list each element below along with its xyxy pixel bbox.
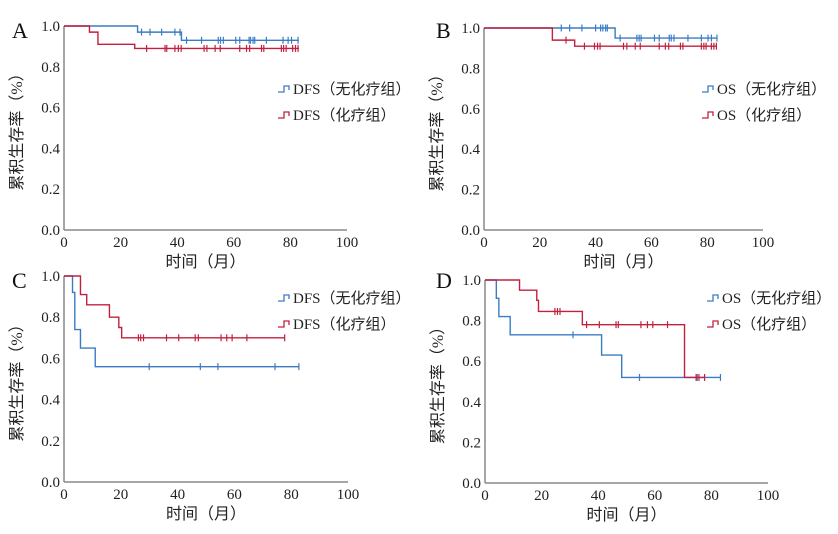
series-chemo <box>64 25 299 52</box>
x-tick-label: 40 <box>588 235 603 251</box>
legend-label: DFS（化疗组） <box>293 107 396 124</box>
legend-label: DFS（无化疗组） <box>293 290 411 307</box>
y-tick-label: 0.4 <box>461 142 480 158</box>
x-tick-label: 80 <box>284 487 299 503</box>
survival-curve <box>484 27 717 47</box>
series-chemo <box>484 27 718 50</box>
y-tick-label: 0.6 <box>461 102 480 118</box>
x-tick-label: 100 <box>336 235 359 251</box>
series-no-chemo <box>64 275 300 371</box>
panel-letter: C <box>12 268 27 293</box>
survival-curve <box>64 275 299 368</box>
x-tick-label: 0 <box>481 488 489 504</box>
x-tick-label: 100 <box>752 235 775 251</box>
y-tick-label: 0.0 <box>462 476 481 492</box>
legend-label: DFS（化疗组） <box>293 316 396 333</box>
legend-swatch-icon <box>707 320 719 328</box>
x-tick-label: 20 <box>532 235 547 251</box>
panel-letter: D <box>436 268 452 293</box>
x-axis-title: 时间（月） <box>586 506 666 524</box>
x-tick-label: 0 <box>60 235 68 251</box>
y-tick-label: 0.8 <box>461 61 480 77</box>
x-tick-label: 40 <box>170 487 185 503</box>
y-axis-title: 累积生存率（%） <box>8 316 26 441</box>
y-tick-label: 0.2 <box>461 183 480 199</box>
series-chemo <box>485 279 706 381</box>
survival-curve <box>64 275 285 339</box>
y-tick-label: 0.6 <box>462 354 481 370</box>
y-tick-label: 0.6 <box>41 101 60 117</box>
y-axis-title: 累积生存率（%） <box>429 319 447 444</box>
legend-swatch-icon <box>278 85 290 93</box>
legend-label: OS（化疗组） <box>722 316 816 333</box>
x-tick-label: 20 <box>534 488 549 504</box>
legend-label: OS（无化疗组） <box>717 81 826 98</box>
y-axis-title: 累积生存率（%） <box>428 66 446 191</box>
x-tick-label: 100 <box>337 487 360 503</box>
panel-b: B 0.0 0.2 0.4 0.6 0.8 1.0 0 20 40 60 80 100 时间（月） 累积生存… <box>428 18 826 271</box>
y-tick-label: 0.4 <box>41 141 60 157</box>
panel-letter: A <box>12 18 28 43</box>
y-tick-label: 1.0 <box>41 19 60 35</box>
legend-swatch-icon <box>702 111 714 119</box>
panel-letter: B <box>436 18 451 43</box>
x-tick-label: 60 <box>226 235 241 251</box>
x-tick-label: 60 <box>227 487 242 503</box>
x-tick-label: 60 <box>644 235 659 251</box>
panel-c: C 0.0 0.2 0.4 0.6 0.8 1.0 0 20 40 60 80 100 时间（月） 累积生存… <box>8 268 411 523</box>
legend-swatch-icon <box>707 294 719 302</box>
y-tick-label: 0.0 <box>461 223 480 239</box>
x-tick-label: 60 <box>647 488 662 504</box>
y-tick-label: 0.4 <box>462 395 481 411</box>
legend-label: DFS（无化疗组） <box>293 81 411 98</box>
legend-label: OS（化疗组） <box>717 107 811 124</box>
series-no-chemo <box>64 25 299 44</box>
survival-curve <box>64 25 299 50</box>
panel-a: A 0.0 0.2 0.4 0.6 0.8 1.0 0 20 40 60 80 100 时间（月） 累积生存… <box>8 18 411 271</box>
x-tick-label: 80 <box>283 235 298 251</box>
series-no-chemo <box>484 24 718 42</box>
x-axis-title: 时间（月） <box>166 505 246 523</box>
panel-d: D 0.0 0.2 0.4 0.6 0.8 1.0 0 20 40 60 80 100 时间（月） 累积生存… <box>429 268 831 524</box>
survival-curve <box>64 25 299 41</box>
legend-swatch-icon <box>278 320 290 328</box>
x-tick-label: 0 <box>480 235 488 251</box>
y-tick-label: 0.2 <box>462 435 481 451</box>
x-axis-title: 时间（月） <box>583 253 663 271</box>
y-tick-label: 0.8 <box>41 60 60 76</box>
x-axis-title: 时间（月） <box>165 253 245 271</box>
y-tick-label: 1.0 <box>41 269 60 285</box>
y-tick-label: 0.8 <box>462 314 481 330</box>
legend-label: OS（无化疗组） <box>722 290 831 307</box>
x-tick-label: 0 <box>60 487 68 503</box>
y-tick-label: 0.8 <box>41 310 60 326</box>
series-chemo <box>64 275 286 342</box>
y-tick-label: 0.6 <box>41 351 60 367</box>
survival-curve <box>485 279 705 379</box>
x-tick-label: 20 <box>113 487 128 503</box>
legend-swatch-icon <box>278 294 290 302</box>
y-tick-label: 0.2 <box>41 434 60 450</box>
y-tick-label: 0.0 <box>41 223 60 239</box>
series-no-chemo <box>485 279 722 381</box>
y-tick-label: 0.2 <box>41 182 60 198</box>
x-tick-label: 80 <box>704 488 719 504</box>
y-axis-title: 累积生存率（%） <box>8 65 26 190</box>
legend-swatch-icon <box>278 111 290 119</box>
x-tick-label: 80 <box>700 235 715 251</box>
x-tick-label: 40 <box>170 235 185 251</box>
y-tick-label: 1.0 <box>461 21 480 37</box>
y-tick-label: 1.0 <box>462 273 481 289</box>
x-tick-label: 40 <box>591 488 606 504</box>
y-tick-label: 0.4 <box>41 393 60 409</box>
survival-curve <box>485 279 721 379</box>
x-tick-label: 20 <box>113 235 128 251</box>
y-tick-label: 0.0 <box>41 475 60 491</box>
x-tick-label: 100 <box>757 488 780 504</box>
legend-swatch-icon <box>702 85 714 93</box>
